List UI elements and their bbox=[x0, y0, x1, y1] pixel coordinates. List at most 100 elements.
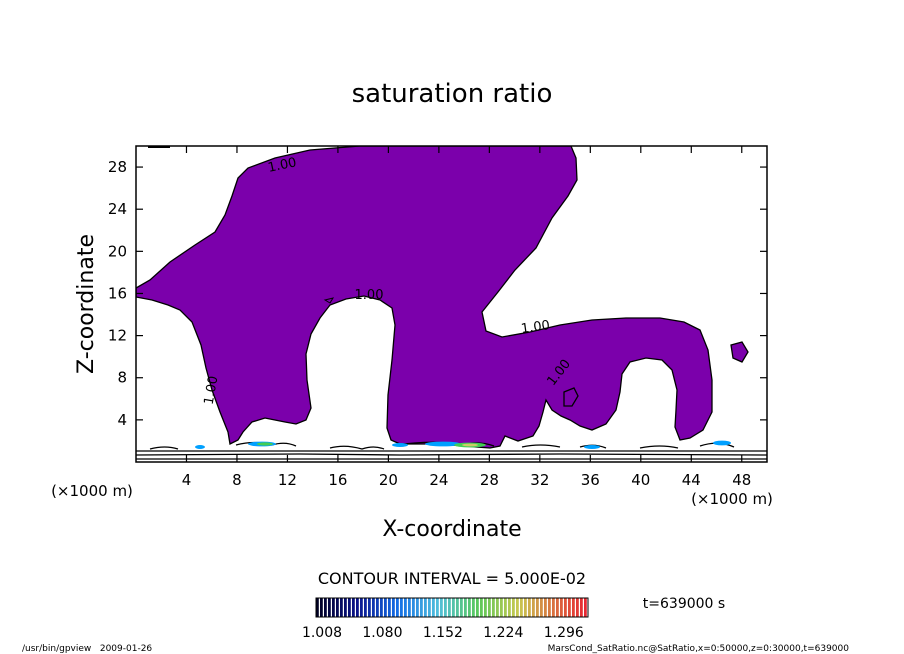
colorbar-swatch bbox=[332, 598, 335, 617]
x-tick-label: 36 bbox=[581, 471, 600, 489]
colorbar-swatch bbox=[364, 598, 367, 617]
x-tick-label: 4 bbox=[182, 471, 192, 489]
x-tick-label: 40 bbox=[631, 471, 650, 489]
x-axis-label: X-coordinate bbox=[382, 517, 521, 542]
colorbar-swatch bbox=[536, 598, 539, 617]
time-label: t=639000 s bbox=[643, 596, 725, 612]
x-tick-label: 20 bbox=[379, 471, 398, 489]
colorbar-swatch bbox=[512, 598, 515, 617]
colorbar-swatch bbox=[540, 598, 543, 617]
plot-frame bbox=[135, 145, 768, 463]
chart-title: saturation ratio bbox=[352, 79, 553, 109]
y-tick-label: 28 bbox=[108, 158, 127, 176]
saturated-small-right bbox=[730, 341, 749, 363]
colored-surface-patches bbox=[195, 440, 731, 449]
colorbar-swatch bbox=[400, 598, 403, 617]
colorbar-swatch bbox=[424, 598, 427, 617]
colorbar-swatch bbox=[524, 598, 527, 617]
colorbar-swatch bbox=[352, 598, 355, 617]
contour-label: 1.00 bbox=[355, 288, 384, 303]
colorbar-swatch bbox=[416, 598, 419, 617]
contour-label: 1.00 bbox=[520, 318, 551, 337]
colorbar-swatch bbox=[548, 598, 551, 617]
colorbar-swatch bbox=[420, 598, 423, 617]
y-tick-label: 8 bbox=[117, 369, 127, 387]
colorbar-swatch bbox=[396, 598, 399, 617]
colorbar-swatch bbox=[388, 598, 391, 617]
colorbar-tick-label: 1.080 bbox=[362, 625, 402, 641]
colorbar-tick-labels: 1.008 1.080 1.152 1.224 1.296 bbox=[302, 625, 584, 641]
colorbar-swatch bbox=[560, 598, 563, 617]
x-tick-label: 24 bbox=[429, 471, 448, 489]
colorbar-swatch bbox=[436, 598, 439, 617]
colorbar-swatch bbox=[468, 598, 471, 617]
colorbar-tick-label: 1.008 bbox=[302, 625, 342, 641]
colorbar-swatch bbox=[584, 598, 587, 617]
y-tick-label: 16 bbox=[108, 284, 127, 302]
colorbar-swatch bbox=[460, 598, 463, 617]
colorbar-swatch bbox=[556, 598, 559, 617]
colorbar-tick-label: 1.224 bbox=[483, 625, 523, 641]
x-axis-ticks: 4 8 12 16 20 24 28 32 36 40 44 48 bbox=[182, 146, 751, 489]
colorbar-swatch bbox=[480, 598, 483, 617]
colorbar-swatch bbox=[336, 598, 339, 617]
saturated-region bbox=[136, 146, 713, 449]
x-tick-label: 16 bbox=[328, 471, 347, 489]
colorbar-swatch bbox=[432, 598, 435, 617]
y-tick-label: 12 bbox=[108, 327, 127, 345]
x-tick-label: 12 bbox=[278, 471, 297, 489]
colorbar-swatch bbox=[552, 598, 555, 617]
colorbar-swatch bbox=[368, 598, 371, 617]
colorbar-swatch bbox=[464, 598, 467, 617]
colorbar-swatch bbox=[360, 598, 363, 617]
colorbar-swatch bbox=[520, 598, 523, 617]
y-tick-label: 4 bbox=[117, 411, 127, 429]
colorbar-swatch bbox=[564, 598, 567, 617]
contour-interval: CONTOUR INTERVAL = 5.000E-02 bbox=[318, 569, 586, 588]
ground-contours bbox=[136, 441, 767, 460]
saturated-small-blob bbox=[563, 387, 579, 407]
colorbar-swatch bbox=[508, 598, 511, 617]
colorbar-swatch bbox=[392, 598, 395, 617]
colorbar-swatch bbox=[324, 598, 327, 617]
x-tick-label: 32 bbox=[530, 471, 549, 489]
x-tick-label: 44 bbox=[682, 471, 701, 489]
colorbar-swatch bbox=[496, 598, 499, 617]
colorbar-swatch bbox=[328, 598, 331, 617]
colorbar-swatch bbox=[476, 598, 479, 617]
colorbar-swatch bbox=[472, 598, 475, 617]
colorbar-swatch bbox=[580, 598, 583, 617]
contour-field bbox=[136, 146, 767, 460]
colorbar-swatch bbox=[412, 598, 415, 617]
x-unit-left: (×1000 m) bbox=[51, 482, 133, 500]
y-tick-label: 24 bbox=[108, 200, 127, 218]
colorbar-swatch bbox=[408, 598, 411, 617]
colorbar-swatch bbox=[500, 598, 503, 617]
colorbar-swatch bbox=[440, 598, 443, 617]
colorbar-tick-label: 1.152 bbox=[423, 625, 463, 641]
x-tick-label: 28 bbox=[480, 471, 499, 489]
colorbar-swatch bbox=[492, 598, 495, 617]
colorbar-swatch bbox=[316, 598, 319, 617]
colorbar-swatch bbox=[504, 598, 507, 617]
colorbar-swatch bbox=[404, 598, 407, 617]
colorbar-swatch bbox=[488, 598, 491, 617]
y-tick-label: 20 bbox=[108, 242, 127, 260]
colorbar-swatch bbox=[576, 598, 579, 617]
colorbar-swatch bbox=[568, 598, 571, 617]
y-axis-label: Z-coordinate bbox=[74, 234, 99, 374]
colorbar-frame bbox=[315, 597, 589, 618]
colorbar-swatch bbox=[484, 598, 487, 617]
footer-right: MarsCond_SatRatio.nc@SatRatio,x=0:50000,… bbox=[548, 644, 850, 654]
colorbar-swatch bbox=[376, 598, 379, 617]
colorbar-swatch bbox=[428, 598, 431, 617]
colorbar-swatch bbox=[516, 598, 519, 617]
colorbar-swatch bbox=[340, 598, 343, 617]
saturated-tail bbox=[323, 297, 335, 304]
colorbar bbox=[316, 598, 587, 617]
colorbar-swatch bbox=[380, 598, 383, 617]
colorbar-swatch bbox=[384, 598, 387, 617]
colorbar-swatch bbox=[372, 598, 375, 617]
colorbar-swatch bbox=[452, 598, 455, 617]
